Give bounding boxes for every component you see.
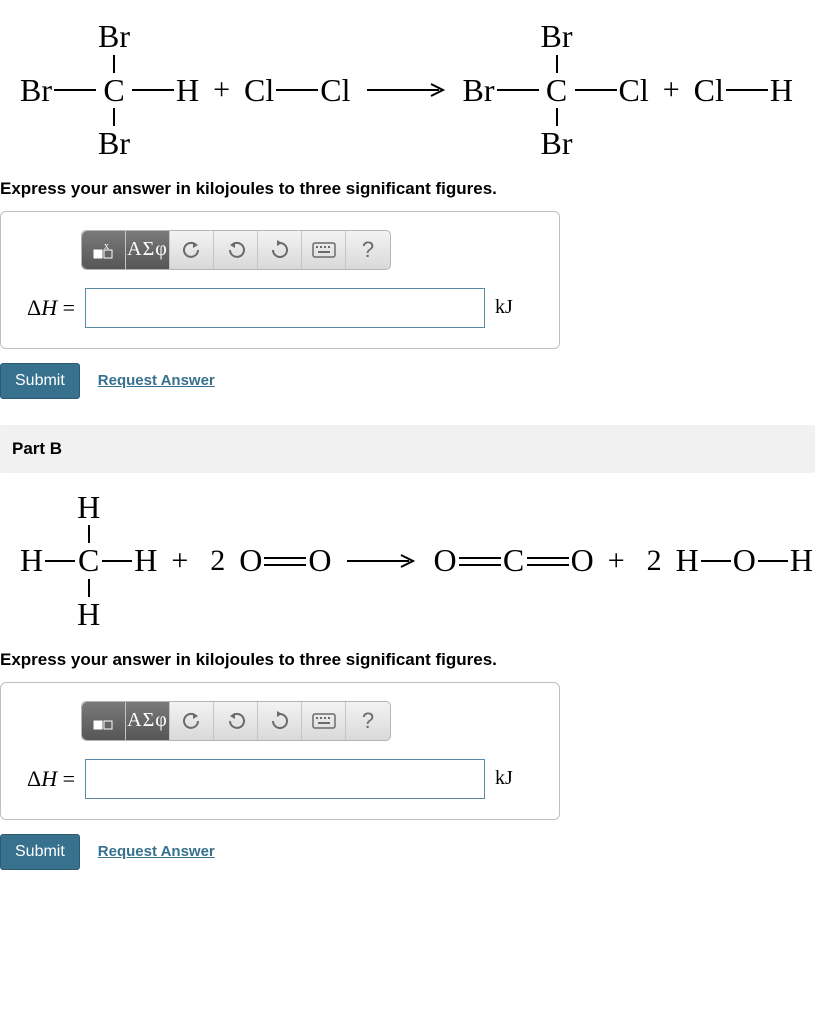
bond: [132, 89, 174, 91]
reset-icon[interactable]: [258, 231, 302, 269]
atom-br: Br: [463, 74, 495, 108]
part-b-actions: Submit Request Answer: [0, 834, 815, 870]
bond: [113, 55, 115, 73]
atom-h: H: [134, 544, 157, 578]
bond: [575, 89, 617, 91]
atom-o: O: [433, 544, 456, 578]
part-a-answer-box: x ΑΣφ ? ΔH = kJ: [0, 211, 560, 349]
delta-h-label: ΔH =: [19, 766, 75, 792]
unit-label: kJ: [495, 767, 513, 790]
request-answer-link[interactable]: Request Answer: [98, 843, 215, 860]
reactant-cl2: Cl Cl: [244, 74, 350, 108]
atom-o: O: [571, 544, 594, 578]
coefficient: 2: [210, 544, 225, 578]
atom-cl: Cl: [619, 74, 649, 108]
atom-h: H: [20, 544, 43, 578]
reactant-o2: O O: [239, 544, 331, 578]
reaction-arrow: [367, 83, 447, 97]
submit-button[interactable]: Submit: [0, 363, 80, 399]
reset-icon[interactable]: [258, 702, 302, 740]
keyboard-icon[interactable]: [302, 231, 346, 269]
atom-cl: Cl: [694, 74, 724, 108]
atom-h: H: [790, 544, 813, 578]
equation-toolbar: x ΑΣφ ?: [81, 230, 391, 270]
part-a-instruction: Express your answer in kilojoules to thr…: [0, 171, 815, 211]
bond: [276, 89, 318, 91]
atom-br: Br: [541, 20, 573, 54]
double-bond: [527, 557, 569, 566]
atom-o: O: [308, 544, 331, 578]
atom-h: H: [77, 491, 100, 525]
bond: [45, 560, 75, 562]
bond: [758, 560, 788, 562]
part-b-equation: H H C H H + 2 O O O C: [0, 481, 815, 642]
plus-sign: +: [171, 544, 188, 578]
greek-icon[interactable]: ΑΣφ: [126, 702, 170, 740]
help-icon[interactable]: ?: [346, 702, 390, 740]
bond: [497, 89, 539, 91]
atom-br: Br: [98, 127, 130, 161]
product-hcl: Cl H: [694, 74, 793, 108]
part-b-instruction: Express your answer in kilojoules to thr…: [0, 642, 815, 682]
answer-line: ΔH = kJ: [19, 759, 541, 799]
delta-h-label: ΔH =: [19, 295, 75, 321]
request-answer-link[interactable]: Request Answer: [98, 372, 215, 389]
bond: [556, 108, 558, 126]
bond: [556, 55, 558, 73]
undo-icon[interactable]: [170, 702, 214, 740]
undo-icon[interactable]: [170, 231, 214, 269]
bond: [726, 89, 768, 91]
double-bond: [264, 557, 306, 566]
keyboard-icon[interactable]: [302, 702, 346, 740]
atom-br: Br: [98, 20, 130, 54]
help-icon[interactable]: ?: [346, 231, 390, 269]
atom-o: O: [733, 544, 756, 578]
atom-cl: Cl: [320, 74, 350, 108]
equation-toolbar: ΑΣφ ?: [81, 701, 391, 741]
plus-sign: +: [663, 73, 680, 107]
atom-br: Br: [541, 127, 573, 161]
atom-h: H: [770, 74, 793, 108]
redo-icon[interactable]: [214, 231, 258, 269]
part-b-header: Part B: [0, 425, 815, 473]
atom-c: C: [546, 74, 568, 108]
template-icon[interactable]: x: [82, 231, 126, 269]
atom-h: H: [176, 74, 199, 108]
part-a-equation: Br Br C Br H + Cl Cl Br Br: [0, 10, 815, 171]
part-b-answer-box: ΑΣφ ? ΔH = kJ: [0, 682, 560, 820]
atom-br: Br: [20, 74, 52, 108]
template-icon[interactable]: [82, 702, 126, 740]
atom-h: H: [77, 598, 100, 632]
bond: [102, 560, 132, 562]
atom-c: C: [503, 544, 525, 578]
plus-sign: +: [213, 73, 230, 107]
double-bond: [459, 557, 501, 566]
bond: [113, 108, 115, 126]
reactant-ch4: H H C H H: [20, 491, 157, 632]
coefficient: 2: [647, 544, 662, 578]
unit-label: kJ: [495, 296, 513, 319]
atom-h: H: [676, 544, 699, 578]
atom-c: C: [103, 74, 125, 108]
answer-input[interactable]: [85, 759, 485, 799]
reactant-chbr3: Br Br C Br H: [20, 20, 199, 161]
part-a-actions: Submit Request Answer: [0, 363, 815, 399]
submit-button[interactable]: Submit: [0, 834, 80, 870]
bond: [701, 560, 731, 562]
product-co2: O C O: [433, 544, 593, 578]
answer-input[interactable]: [85, 288, 485, 328]
plus-sign: +: [608, 544, 625, 578]
answer-line: ΔH = kJ: [19, 288, 541, 328]
greek-icon[interactable]: ΑΣφ: [126, 231, 170, 269]
bond: [88, 525, 90, 543]
atom-c: C: [78, 544, 100, 578]
redo-icon[interactable]: [214, 702, 258, 740]
product-h2o: H O H: [676, 544, 813, 578]
product-cbr3cl: Br Br C Br Cl: [463, 20, 649, 161]
reaction-arrow: [347, 554, 417, 568]
bond: [88, 579, 90, 597]
atom-o: O: [239, 544, 262, 578]
bond: [54, 89, 96, 91]
atom-cl: Cl: [244, 74, 274, 108]
